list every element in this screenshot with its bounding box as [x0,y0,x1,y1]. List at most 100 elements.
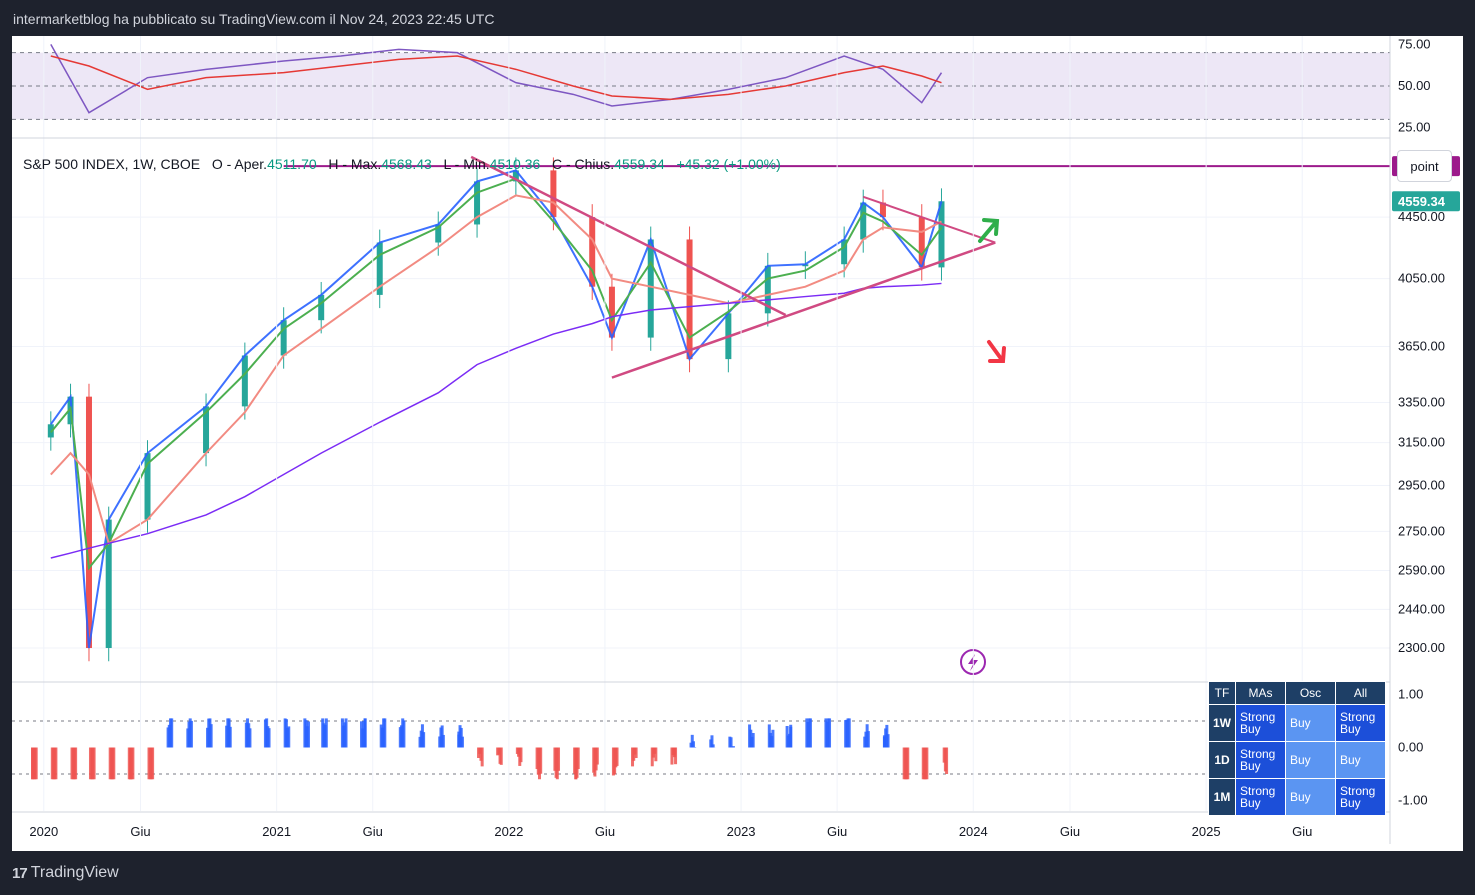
rsi-tick-label: 75.00 [1398,36,1431,51]
osc-bar [112,747,116,780]
ta-row-osc: Buy [1285,778,1336,816]
ta-header-all: All [1335,681,1386,705]
osc-bar [74,747,78,780]
legend-symbol: S&P 500 INDEX, 1W, CBOE [23,156,201,172]
osc-bar [576,747,580,770]
osc-bar [286,728,290,748]
osc-bar [886,734,890,748]
candle-body [85,396,92,649]
bullish-arrow-icon [978,218,1000,243]
ta-header-tf: TF [1208,681,1236,705]
legend-close-label: C - Chius. [551,156,615,172]
osc-bar [343,722,347,748]
legend-high: 4568.43 [381,156,432,172]
osc-bar [499,747,503,765]
osc-bar [654,747,658,762]
price-tick-label: 4450.00 [1398,209,1445,224]
candle-body [686,239,693,360]
osc-bar [515,747,519,754]
price-tick-label: 2590.00 [1398,562,1445,577]
osc-bar [323,724,327,748]
osc-tick-label: 1.00 [1398,687,1423,702]
footer: 17 TradingView [12,858,119,888]
scale-point-button[interactable]: point [1397,150,1452,182]
x-tick-label: Giu [1292,824,1312,839]
x-tick-label: Giu [130,824,150,839]
chart-legend: S&P 500 INDEX, 1W, CBOE O - Aper.4511.70… [23,156,781,172]
ma-green-line [50,177,943,571]
ta-row-tf: 1M [1208,778,1236,816]
osc-tick-label: -1.00 [1398,792,1428,807]
candle-body [841,239,848,265]
osc-bar [148,747,152,780]
ta-row-mas: Strong Buy [1235,778,1286,816]
osc-bar [402,720,406,748]
candle-body [512,170,519,182]
ta-header-row: TF MAs Osc All [1208,681,1386,705]
osc-bar [613,747,617,775]
osc-bar [441,734,445,748]
osc-tick-label: 0.00 [1398,740,1423,755]
ma-salmon-line [50,194,942,545]
candle-body [589,217,596,287]
candle-body [764,265,771,314]
x-tick-label: Giu [1060,824,1080,839]
osc-bar [634,747,638,759]
rsi-tick-label: 25.00 [1398,120,1431,135]
osc-bar [691,741,695,748]
osc-bar [710,735,714,748]
chart-container[interactable]: 75.00 50.00 25.00 4450.00 4050.00 3650.00 335… [12,36,1463,851]
osc-bar [808,718,812,748]
attribution-header: intermarketblog ha pubblicato su Trading… [0,0,1475,36]
technical-analysis-table: TF MAs Osc All 1W Strong Buy Buy Strong … [1208,681,1386,816]
tradingview-logo-icon: 17 [12,864,28,882]
osc-bar [92,747,96,780]
legend-close: 4559.34 [614,156,665,172]
osc-bar [383,718,387,748]
osc-bar [187,721,191,748]
last-price-tag [1392,191,1460,212]
osc-bar [477,747,481,758]
osc-bar [921,747,925,780]
osc-bar [828,718,832,748]
oscillator-pane: 1.00 0.00 -1.00 [12,687,1428,807]
osc-bar [247,723,251,748]
x-tick-label: Giu [595,824,615,839]
osc-bar [539,747,543,774]
osc-bar [207,718,211,748]
price-tick-label: 2300.00 [1398,640,1445,655]
osc-bar [847,718,851,748]
x-tick-label: Giu [827,824,847,839]
osc-bar [750,736,754,748]
osc-bar [789,724,793,748]
ma-200-line [50,282,942,559]
candle-body [318,294,325,321]
rsi-line [50,43,943,114]
last-price-tag-text: 4559.34 [1398,194,1446,209]
osc-bar [131,747,135,780]
ta-row-tf: 1D [1208,741,1236,779]
osc-bar [866,731,870,748]
ta-row-osc: Buy [1285,704,1336,742]
osc-bar [557,747,561,771]
osc-bar [574,747,578,780]
ta-row-tf: 1W [1208,704,1236,742]
bearish-arrow-icon [987,340,1006,363]
ta-row-all: Strong Buy [1335,704,1386,742]
attribution-text: intermarketblog ha pubblicato su Trading… [13,11,495,27]
legend-open: 4511.70 [267,156,317,172]
legend-open-label: O - Aper. [211,156,268,172]
price-tick-label: 2950.00 [1398,477,1445,492]
brand-name: TradingView [30,864,119,881]
x-tick-label: 2024 [959,824,988,839]
osc-bar [422,732,426,748]
candle-body [105,519,112,649]
candle-body [860,202,867,240]
osc-bar [672,747,676,758]
osc-bar [50,747,54,780]
osc-bar [227,719,231,748]
price-tick-label: 4050.00 [1398,271,1445,286]
ta-row-all: Buy [1335,741,1386,779]
price-tick-label: 2440.00 [1398,601,1445,616]
candle-body [241,355,248,407]
